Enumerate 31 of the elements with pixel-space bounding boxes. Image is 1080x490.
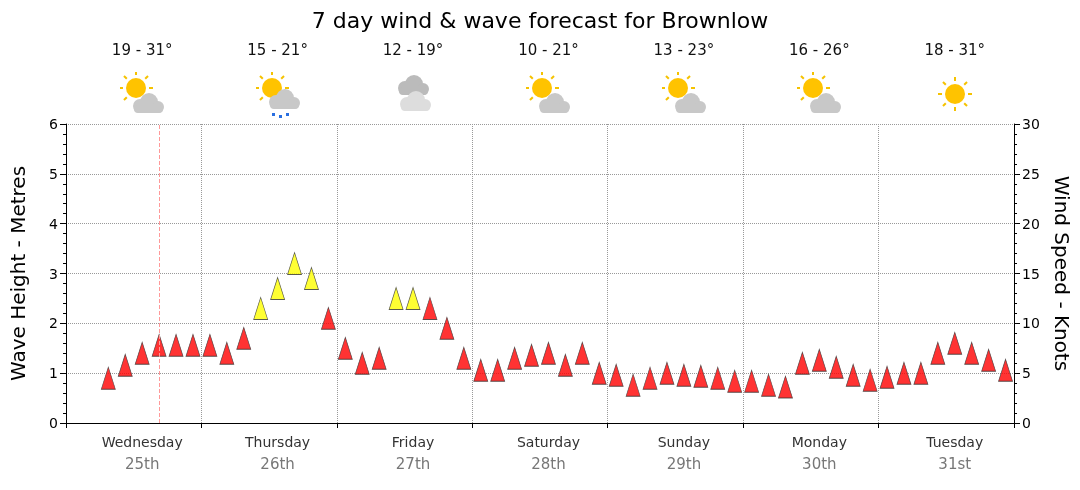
- y-tick-label: 2: [49, 315, 58, 332]
- text: 18 - 31°: [924, 41, 986, 59]
- y2-axis-title: Wind Speed - Knots: [1050, 175, 1074, 372]
- y2-tick-label: 10: [1022, 315, 1040, 332]
- text: 12 - 19°: [382, 41, 444, 59]
- y-tick-label: 0: [49, 415, 58, 431]
- y2-tick-label: 20: [1022, 215, 1040, 232]
- y2-tick-label: 30: [1022, 116, 1040, 132]
- x-tick-label: Tuesday 31st: [925, 434, 984, 473]
- x-tick-label: Friday 27th: [391, 434, 435, 473]
- text: 10 - 21°: [518, 41, 579, 59]
- y-tick-label: 4: [49, 215, 59, 232]
- chart-title: 7 day wind & wave forecast for Brownlow: [311, 7, 769, 33]
- text: 19 - 31°: [111, 41, 173, 59]
- y-axis-title: Wave Height - Metres: [6, 165, 30, 382]
- x-tick-label: Saturday 28th: [516, 434, 581, 473]
- x-tick-label: Sunday 29th: [657, 434, 711, 473]
- x-tick-label: Wednesday 25th: [101, 434, 183, 473]
- text: 16 - 26°: [789, 41, 850, 59]
- y2-tick-label: 25: [1022, 165, 1040, 182]
- y-tick-label: 5: [49, 165, 58, 182]
- y2-tick-label: 5: [1022, 365, 1031, 382]
- x-tick-label: Monday 30th: [791, 434, 847, 473]
- text: 13 - 23°: [653, 41, 715, 59]
- text: 15 - 21°: [247, 41, 308, 59]
- y-tick-label: 3: [49, 265, 58, 282]
- y-tick-label: 6: [49, 116, 59, 132]
- y2-tick-label: 15: [1022, 265, 1040, 282]
- x-tick-label: Thursday 26th: [244, 434, 311, 473]
- y2-tick-label: 0: [1022, 415, 1031, 431]
- y-tick-label: 1: [49, 365, 58, 382]
